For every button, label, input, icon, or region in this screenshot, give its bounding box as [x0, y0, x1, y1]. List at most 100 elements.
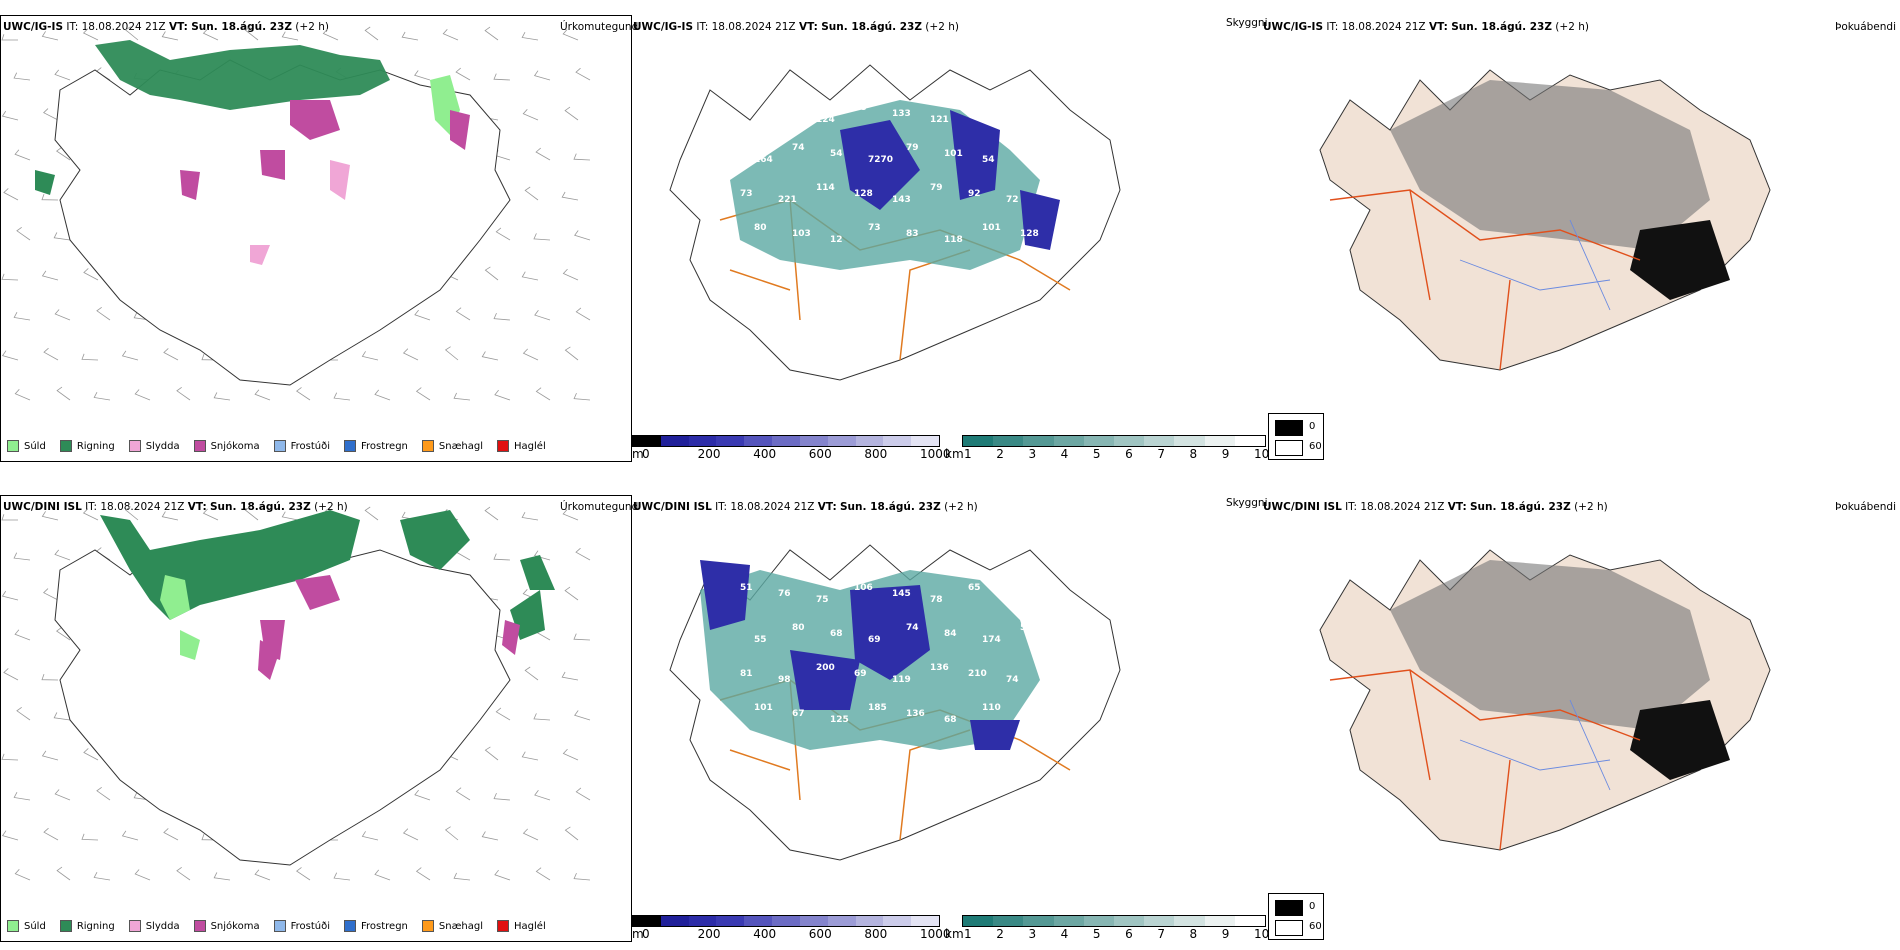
wind-barb	[82, 508, 99, 521]
legend-swatch	[7, 920, 19, 932]
elevation-unit: m	[632, 927, 644, 941]
wind-barb	[333, 872, 351, 881]
value-labels: 51 76 75 106 145 78 65 63 55 80 68 69 74 84 174 50 81 98 2…	[740, 583, 1033, 725]
colorbar-segment	[688, 916, 717, 926]
wind-barb	[13, 552, 31, 561]
wind-barb	[41, 673, 59, 681]
visibility-value-label: 174	[982, 635, 1001, 645]
colorbar-segment	[883, 436, 912, 446]
wind-barb	[13, 72, 31, 81]
legend-label: Frostregn	[361, 920, 408, 932]
wind-barb	[254, 389, 271, 401]
wind-barb	[14, 149, 31, 161]
wind-barb	[414, 70, 431, 81]
legend-item: Frostúði	[273, 440, 330, 452]
wind-barb	[54, 789, 71, 801]
visibility-value-label: 193	[968, 103, 987, 113]
wind-barb	[213, 392, 231, 401]
visibility-value-label: 73	[740, 189, 753, 199]
legend-swatch	[421, 920, 434, 932]
legend-swatch	[7, 440, 19, 452]
colorbar-segment	[772, 436, 800, 446]
colorbar-segment	[1174, 436, 1205, 446]
colorbar-segment	[911, 436, 939, 446]
elevation-colorbar	[632, 435, 940, 447]
wind-barb	[534, 790, 551, 801]
wind-barb	[561, 671, 579, 681]
visibility-value-label: 12	[830, 235, 843, 245]
snow-area	[260, 150, 285, 180]
legend-swatch	[128, 920, 141, 932]
wind-barb	[1, 110, 19, 121]
colorbar-segment	[911, 916, 939, 926]
wind-barb	[41, 270, 59, 281]
dense-fog	[1630, 220, 1730, 300]
wind-barb	[455, 307, 471, 321]
lead-time: (+2 h)	[944, 501, 978, 513]
visibility-value-label: 79	[906, 143, 919, 153]
sleet-area	[250, 245, 270, 265]
wind-barb	[575, 547, 591, 561]
wind-barb	[244, 26, 259, 41]
fog-key-label: 0	[1309, 421, 1316, 432]
wind-barb	[56, 627, 71, 641]
wind-barb	[161, 511, 179, 521]
wind-barb	[53, 232, 71, 241]
lead-time: (+2 h)	[295, 21, 329, 33]
visibility-value-label: 136	[930, 663, 949, 673]
precip-title: Úrkomutegund	[560, 501, 639, 513]
visibility-value-label: 75	[816, 595, 829, 605]
wind-barb	[41, 31, 59, 41]
model-name: UWC/IG-IS	[3, 21, 64, 33]
legend-item: Súld	[7, 920, 46, 932]
wind-barb	[562, 748, 579, 761]
colorbar-tick-label: 600	[808, 927, 832, 941]
it-value: 18.08.2024 21Z	[1341, 21, 1426, 33]
legend-swatch	[344, 440, 356, 452]
colorbar-segment	[744, 436, 773, 446]
colorbar-tick-label: 0	[642, 447, 650, 461]
visibility-value-label: 72	[1006, 195, 1019, 205]
wind-barb	[522, 109, 539, 121]
wind-barb	[535, 147, 551, 161]
wind-barb	[16, 226, 31, 241]
visibility-value-label: 121	[930, 115, 949, 125]
wind-barb	[1, 350, 19, 361]
snow-area	[258, 640, 280, 680]
visibility-value-label: 118	[944, 235, 963, 245]
colorbar-tick-label: 400	[753, 927, 777, 941]
river-network	[1459, 699, 1611, 791]
wind-barb	[41, 750, 59, 761]
it-value: 18.08.2024 21Z	[1360, 501, 1445, 513]
low-visibility-area	[950, 110, 1000, 200]
visibility-value-label: 97	[1006, 109, 1019, 119]
visibility-value-label: 54	[830, 149, 843, 159]
wind-barb	[134, 869, 151, 881]
colorbar-segment	[827, 916, 856, 926]
colorbar-segment	[993, 916, 1024, 926]
colorbar-tick-label: 6	[1125, 927, 1133, 941]
legend-item: Snjókoma	[193, 920, 260, 932]
colorbar-segment	[883, 916, 912, 926]
vis-title: Skyggni	[1226, 497, 1268, 509]
drizzle-area	[180, 630, 200, 660]
wind-barb	[41, 511, 59, 521]
visibility-value-label: 50	[1020, 623, 1033, 633]
vis-title: Skyggni	[1226, 17, 1268, 29]
it-label: IT:	[66, 21, 79, 33]
colorbar-segment	[1174, 916, 1205, 926]
visibility-value-label: 68	[944, 715, 957, 725]
wind-barb	[522, 348, 539, 361]
visibility-value-label: 110	[982, 703, 1001, 713]
precip-panel-frame	[0, 495, 632, 942]
colorbar-segment	[1114, 436, 1145, 446]
wind-barb	[53, 712, 71, 721]
vis-header: UWC/DINI ISL IT: 18.08.2024 21Z VT: Sun.…	[633, 501, 978, 513]
wind-barb	[1, 34, 18, 41]
vt-label: VT:	[168, 21, 188, 33]
rain-area	[400, 510, 470, 570]
wind-barb	[43, 347, 59, 361]
wind-barb	[43, 108, 59, 121]
wind-barb	[3, 188, 19, 201]
it-label: IT:	[696, 21, 709, 33]
